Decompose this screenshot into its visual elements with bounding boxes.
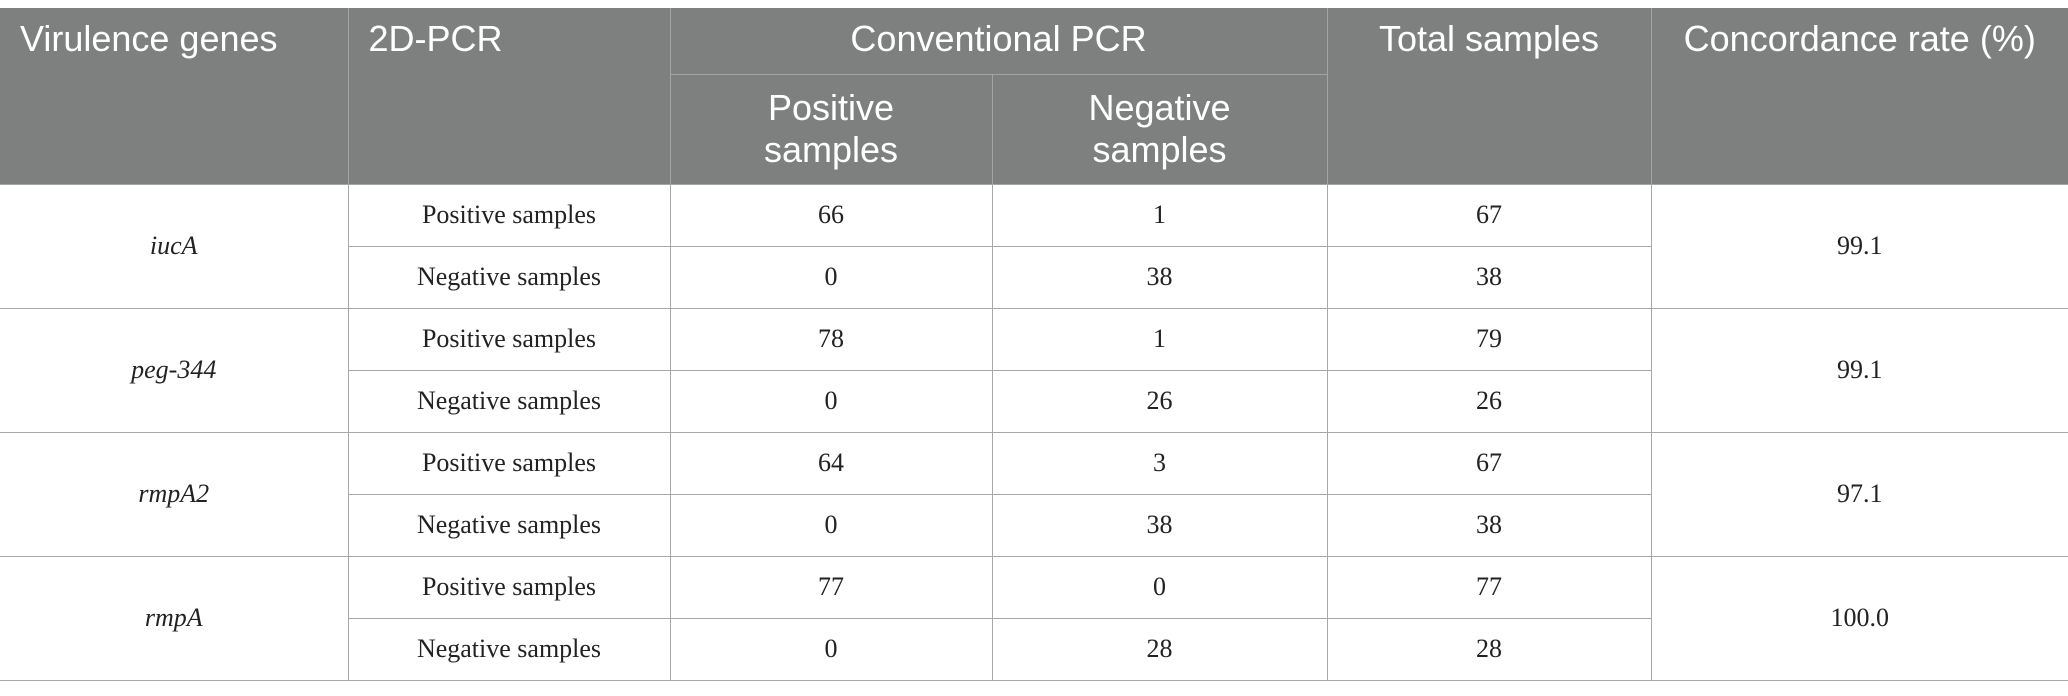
gene-name: peg-344 — [0, 307, 349, 433]
gene-name: rmpA2 — [0, 431, 349, 557]
conventional-positive-cell: 78 — [669, 307, 993, 371]
header-total-samples: Total samples — [1326, 8, 1652, 185]
row-label: Negative samples — [348, 617, 671, 681]
row-label: Positive samples — [347, 307, 671, 371]
conventional-negative-cell: 0 — [991, 555, 1328, 619]
conventional-positive-cell: 0 — [669, 245, 993, 309]
total-cell: 79 — [1326, 307, 1652, 371]
header-positive-samples: Positive samples — [670, 73, 993, 185]
header-concordance-rate: Concordance rate (%) — [1650, 8, 2068, 185]
conventional-positive-cell: 0 — [669, 493, 993, 557]
concordance-table: Virulence genes 2D-PCR Conventional PCR … — [0, 8, 2068, 681]
conventional-negative-cell: 3 — [991, 431, 1328, 495]
table-row: Negative samples 0 38 38 — [0, 245, 2068, 309]
row-label: Negative samples — [348, 245, 671, 309]
conventional-positive-cell: 64 — [669, 431, 993, 495]
table-row: Negative samples 0 38 38 — [0, 493, 2068, 557]
concordance-rate-cell: 99.1 — [1650, 307, 2068, 433]
gene-name: rmpA — [0, 555, 349, 681]
row-label: Positive samples — [347, 431, 671, 495]
conventional-positive-cell: 66 — [669, 183, 993, 247]
row-label: Positive samples — [347, 183, 671, 247]
conventional-negative-cell: 38 — [991, 245, 1328, 309]
conventional-negative-cell: 28 — [991, 617, 1328, 681]
table-row: peg-344 Positive samples 78 1 79 99.1 — [0, 307, 2068, 433]
gene-name: iucA — [0, 183, 349, 309]
table-row: rmpA2 Positive samples 64 3 67 97.1 — [0, 431, 2068, 557]
conventional-negative-cell: 1 — [991, 307, 1328, 371]
total-cell: 77 — [1326, 555, 1652, 619]
conventional-negative-cell: 38 — [991, 493, 1328, 557]
table-row: Negative samples 0 28 28 — [0, 617, 2068, 681]
concordance-rate-cell: 97.1 — [1650, 431, 2068, 557]
table-row: Negative samples 0 26 26 — [0, 369, 2068, 433]
conventional-positive-cell: 0 — [669, 369, 993, 433]
total-cell: 28 — [1326, 617, 1652, 681]
row-label: Negative samples — [348, 493, 671, 557]
table-header: Virulence genes 2D-PCR Conventional PCR … — [0, 8, 2068, 185]
conventional-negative-cell: 26 — [991, 369, 1328, 433]
concordance-rate-cell: 99.1 — [1650, 183, 2068, 309]
header-virulence-genes: Virulence genes — [0, 8, 349, 185]
concordance-rate-cell: 100.0 — [1650, 555, 2068, 681]
total-cell: 67 — [1326, 431, 1652, 495]
header-row-top: Virulence genes 2D-PCR Conventional PCR … — [0, 8, 2068, 185]
total-cell: 67 — [1326, 183, 1652, 247]
table-row: rmpA Positive samples 77 0 77 100.0 — [0, 555, 2068, 681]
conventional-positive-cell: 0 — [669, 617, 993, 681]
row-label: Positive samples — [347, 555, 671, 619]
header-positive-samples-text: Positive samples — [763, 86, 899, 170]
header-2d-pcr: 2D-PCR — [347, 8, 671, 185]
row-label: Negative samples — [348, 369, 671, 433]
total-cell: 38 — [1326, 493, 1652, 557]
conventional-negative-cell: 1 — [991, 183, 1328, 247]
conventional-positive-cell: 77 — [669, 555, 993, 619]
table-body: iucA Positive samples 66 1 67 99.1 Negat… — [0, 183, 2068, 681]
header-row-sub: Positive samples Negative samples — [0, 73, 2068, 185]
table-row: iucA Positive samples 66 1 67 99.1 — [0, 183, 2068, 309]
total-cell: 38 — [1326, 245, 1652, 309]
total-cell: 26 — [1326, 369, 1652, 433]
header-negative-samples-text: Negative samples — [1088, 86, 1231, 170]
header-negative-samples: Negative samples — [991, 73, 1327, 185]
header-conventional-pcr: Conventional PCR — [669, 8, 1328, 75]
